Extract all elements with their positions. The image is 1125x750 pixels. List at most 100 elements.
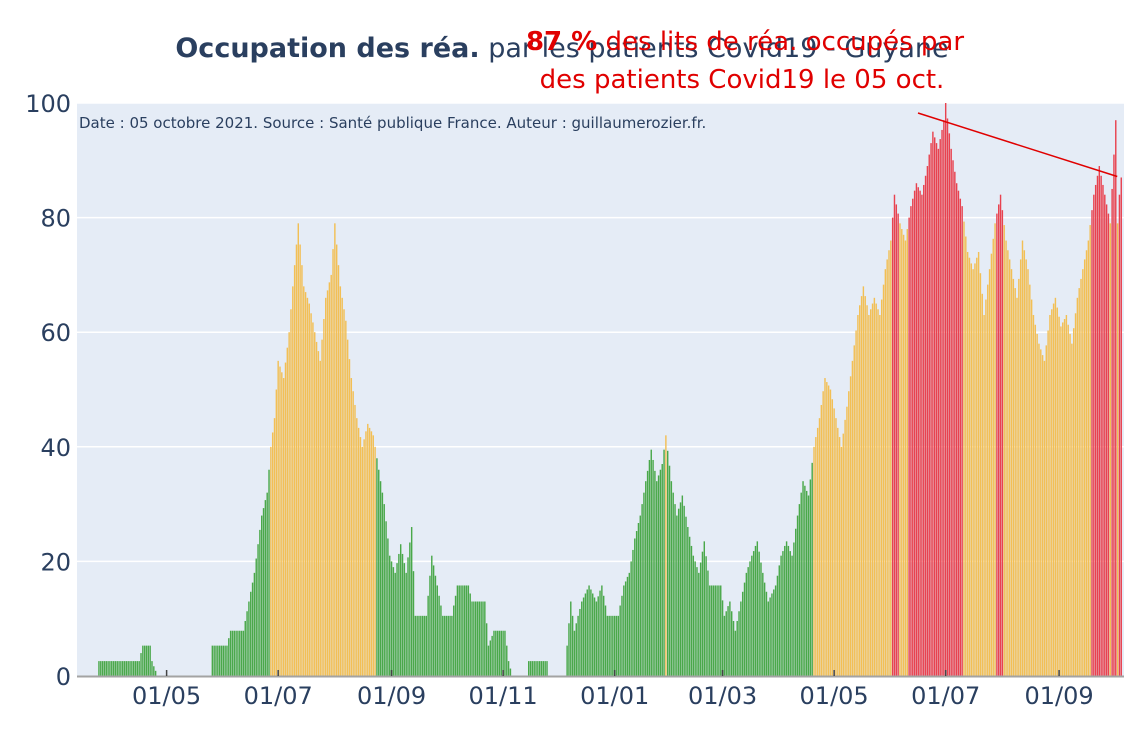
bar <box>610 615 612 676</box>
bar <box>756 541 759 676</box>
bar <box>944 103 947 676</box>
bar <box>634 538 636 676</box>
bar <box>977 251 980 677</box>
bar <box>370 431 373 676</box>
bar <box>118 661 120 676</box>
bar <box>791 555 793 676</box>
bar <box>456 585 459 676</box>
bar <box>888 250 890 677</box>
bar <box>540 661 543 676</box>
bar <box>218 645 221 676</box>
bar <box>939 139 941 676</box>
x-tick-label: 01/07 <box>911 682 980 710</box>
bar <box>731 611 733 676</box>
bar <box>111 661 113 676</box>
bar <box>835 418 837 676</box>
bar <box>480 601 482 676</box>
bar <box>773 589 775 676</box>
bar <box>253 572 256 676</box>
bar <box>703 541 705 676</box>
bar <box>240 630 243 676</box>
bar <box>747 567 749 676</box>
bar <box>281 372 283 676</box>
y-tick-label: 20 <box>40 548 71 576</box>
bar <box>707 570 709 676</box>
bar <box>434 575 437 676</box>
bar <box>619 605 621 676</box>
bar <box>509 668 512 676</box>
bar <box>946 118 949 676</box>
bar <box>961 206 963 676</box>
bar <box>959 198 962 677</box>
bar <box>421 615 424 676</box>
bar <box>734 630 737 676</box>
bar <box>943 120 945 676</box>
bar <box>637 523 640 676</box>
bar <box>930 143 932 677</box>
bar <box>226 645 228 676</box>
bar <box>1045 345 1047 676</box>
bar <box>504 630 506 676</box>
bar <box>122 661 124 676</box>
bar <box>954 171 956 676</box>
bar <box>895 204 898 676</box>
bar <box>1040 349 1042 676</box>
bar <box>1120 177 1122 677</box>
bar <box>378 469 380 676</box>
bar <box>271 432 274 676</box>
bar <box>447 615 449 676</box>
bar <box>443 615 446 676</box>
bar <box>502 630 504 676</box>
bar <box>425 615 428 676</box>
bar <box>699 562 702 676</box>
bar <box>343 309 345 676</box>
bar <box>880 299 883 676</box>
bar <box>367 423 369 676</box>
bar <box>107 661 109 676</box>
bar <box>663 449 665 676</box>
bar <box>701 551 704 676</box>
bar <box>153 666 155 676</box>
bar <box>749 561 751 676</box>
bar <box>1010 269 1013 676</box>
bar <box>1021 240 1024 676</box>
bar <box>1091 210 1093 676</box>
bar <box>912 198 914 677</box>
bar <box>935 143 938 677</box>
bar <box>604 605 607 676</box>
bar <box>793 542 795 676</box>
bar <box>875 303 877 676</box>
bar <box>325 297 327 676</box>
bar <box>1111 188 1113 676</box>
bar <box>765 591 768 676</box>
bar <box>1001 210 1004 676</box>
bar <box>796 515 799 676</box>
bar <box>601 585 603 676</box>
bar <box>142 645 144 676</box>
bar <box>626 576 629 676</box>
bar <box>145 645 148 676</box>
bar <box>235 630 237 676</box>
bar <box>1014 288 1016 676</box>
bar <box>635 531 638 676</box>
bar <box>1104 194 1106 676</box>
bar <box>1012 278 1015 676</box>
x-tick-label: 01/11 <box>469 682 538 710</box>
bar <box>1047 330 1049 676</box>
bar <box>573 630 576 676</box>
bar <box>1072 328 1075 676</box>
bar <box>853 345 855 676</box>
bar <box>372 435 374 676</box>
bar <box>151 661 153 676</box>
bar <box>211 645 214 676</box>
bar <box>950 148 952 677</box>
bar <box>237 630 239 676</box>
bar <box>776 575 779 676</box>
bar <box>1018 278 1020 676</box>
bar <box>288 332 290 676</box>
bar <box>820 404 823 676</box>
bar <box>917 187 919 676</box>
bar <box>220 645 223 676</box>
bar <box>542 661 545 676</box>
bar <box>851 360 854 676</box>
